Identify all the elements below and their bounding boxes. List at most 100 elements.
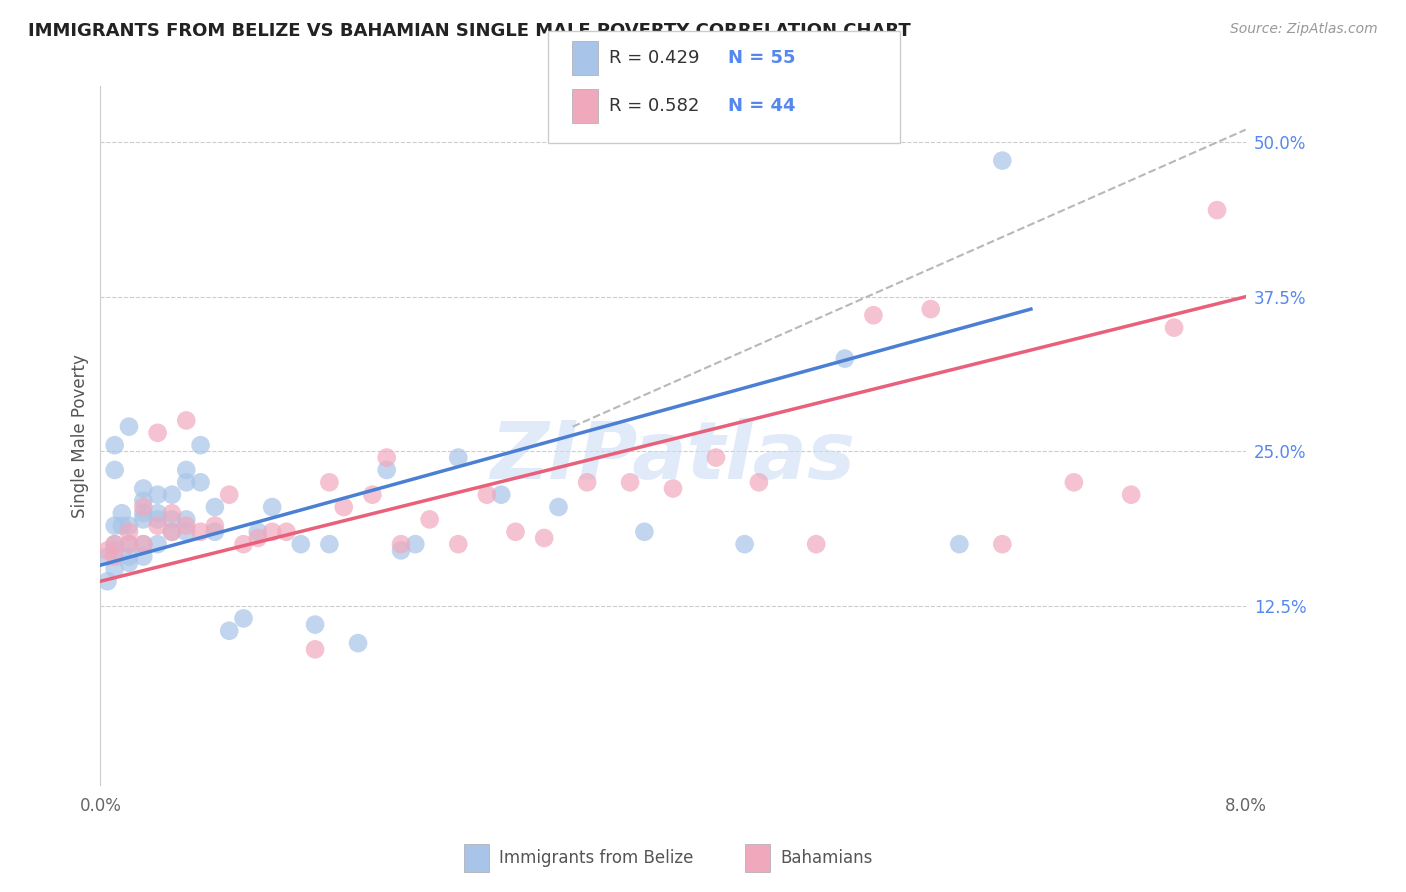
Point	[276, 524, 298, 539]
Point	[174, 512, 197, 526]
Point	[96, 543, 118, 558]
Point	[218, 488, 240, 502]
Point	[174, 463, 197, 477]
Point	[146, 537, 169, 551]
Point	[332, 500, 354, 514]
Point	[190, 438, 212, 452]
Point	[262, 500, 284, 514]
Point	[505, 524, 527, 539]
Point	[160, 524, 183, 539]
Point	[489, 488, 512, 502]
Point	[118, 419, 141, 434]
Point	[704, 450, 727, 465]
Point	[662, 482, 685, 496]
Point	[748, 475, 770, 490]
Point	[190, 475, 212, 490]
Point	[104, 518, 127, 533]
Point	[404, 537, 426, 551]
Point	[132, 494, 155, 508]
Point	[146, 488, 169, 502]
Point	[1163, 320, 1185, 334]
Point	[118, 518, 141, 533]
Point	[111, 506, 134, 520]
Point	[160, 512, 183, 526]
Point	[447, 537, 470, 551]
Point	[160, 488, 183, 502]
Point	[475, 488, 498, 502]
Point	[104, 537, 127, 551]
Point	[132, 537, 155, 551]
Point	[1063, 475, 1085, 490]
Point	[246, 531, 269, 545]
Point	[111, 518, 134, 533]
Point	[132, 482, 155, 496]
Text: Immigrants from Belize: Immigrants from Belize	[499, 849, 693, 867]
Point	[146, 518, 169, 533]
Point	[991, 537, 1014, 551]
Point	[619, 475, 641, 490]
Point	[262, 524, 284, 539]
Point	[232, 611, 254, 625]
Point	[318, 475, 340, 490]
Text: IMMIGRANTS FROM BELIZE VS BAHAMIAN SINGLE MALE POVERTY CORRELATION CHART: IMMIGRANTS FROM BELIZE VS BAHAMIAN SINGL…	[28, 22, 911, 40]
Point	[118, 524, 141, 539]
Text: R = 0.582: R = 0.582	[609, 97, 699, 115]
Point	[375, 450, 398, 465]
Text: Source: ZipAtlas.com: Source: ZipAtlas.com	[1230, 22, 1378, 37]
Text: R = 0.429: R = 0.429	[609, 49, 699, 67]
Point	[96, 574, 118, 589]
Point	[104, 543, 127, 558]
Point	[104, 438, 127, 452]
Point	[146, 506, 169, 520]
Point	[991, 153, 1014, 168]
Point	[218, 624, 240, 638]
Text: Bahamians: Bahamians	[780, 849, 873, 867]
Point	[948, 537, 970, 551]
Point	[132, 549, 155, 564]
Point	[204, 518, 226, 533]
Point	[1206, 203, 1229, 218]
Point	[389, 543, 412, 558]
Point	[547, 500, 569, 514]
Point	[104, 562, 127, 576]
Point	[347, 636, 370, 650]
Point	[734, 537, 756, 551]
Point	[447, 450, 470, 465]
Point	[118, 537, 141, 551]
Point	[104, 463, 127, 477]
Point	[533, 531, 555, 545]
Point	[146, 512, 169, 526]
Point	[118, 549, 141, 564]
Point	[132, 537, 155, 551]
Point	[834, 351, 856, 366]
Point	[1121, 488, 1143, 502]
Point	[174, 475, 197, 490]
Point	[862, 308, 884, 322]
Point	[389, 537, 412, 551]
Text: N = 44: N = 44	[728, 97, 796, 115]
Point	[361, 488, 384, 502]
Y-axis label: Single Male Poverty: Single Male Poverty	[72, 354, 89, 518]
Text: N = 55: N = 55	[728, 49, 796, 67]
Point	[232, 537, 254, 551]
Point	[132, 500, 155, 514]
Point	[104, 537, 127, 551]
Point	[804, 537, 827, 551]
Point	[576, 475, 599, 490]
Point	[174, 524, 197, 539]
Text: ZIPatlas: ZIPatlas	[491, 417, 855, 496]
Point	[419, 512, 441, 526]
Point	[132, 506, 155, 520]
Point	[160, 524, 183, 539]
Point	[104, 549, 127, 564]
Point	[160, 506, 183, 520]
Point	[318, 537, 340, 551]
Point	[132, 512, 155, 526]
Point	[204, 524, 226, 539]
Point	[375, 463, 398, 477]
Point	[920, 302, 942, 317]
Point	[174, 413, 197, 427]
Point	[290, 537, 312, 551]
Point	[304, 642, 326, 657]
Point	[246, 524, 269, 539]
